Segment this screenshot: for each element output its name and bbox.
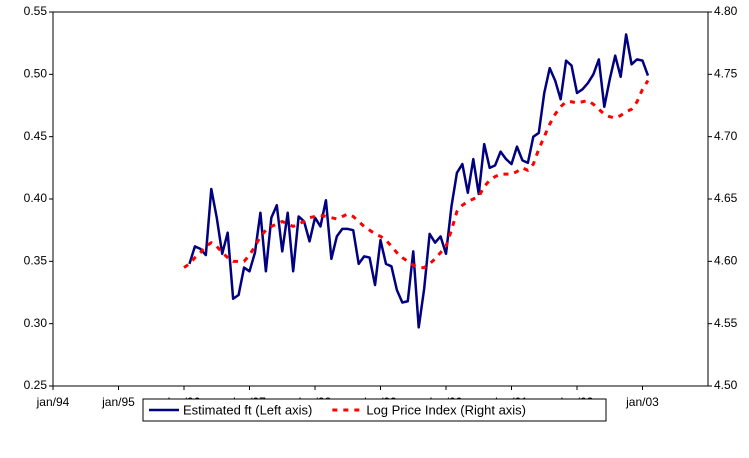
legend-label: Log Price Index (Right axis) — [366, 402, 526, 417]
legend-label: Estimated ft (Left axis) — [183, 402, 312, 417]
x-tick-label: jan/95 — [101, 395, 135, 409]
y2-tick-label: 4.70 — [714, 129, 738, 143]
y-tick-label: 0.25 — [24, 378, 48, 392]
x-tick-label: jan/94 — [36, 395, 70, 409]
y-tick-label: 0.35 — [24, 254, 48, 268]
y2-tick-label: 4.60 — [714, 254, 738, 268]
y-tick-label: 0.50 — [24, 67, 48, 81]
legend-box — [142, 398, 607, 422]
y2-tick-label: 4.50 — [714, 378, 738, 392]
series-line — [188, 33, 650, 329]
y2-tick-label: 4.65 — [714, 191, 738, 205]
y2-tick-label: 4.55 — [714, 316, 738, 330]
y2-tick-label: 4.75 — [714, 67, 738, 81]
series-line — [183, 79, 650, 270]
y2-tick-label: 4.80 — [714, 4, 738, 18]
x-tick-label: jan/03 — [625, 395, 659, 409]
y-tick-label: 0.55 — [24, 4, 48, 18]
plot-area — [52, 11, 709, 387]
y-tick-label: 0.30 — [24, 316, 48, 330]
y-tick-label: 0.40 — [24, 191, 48, 205]
y-tick-label: 0.45 — [24, 129, 48, 143]
